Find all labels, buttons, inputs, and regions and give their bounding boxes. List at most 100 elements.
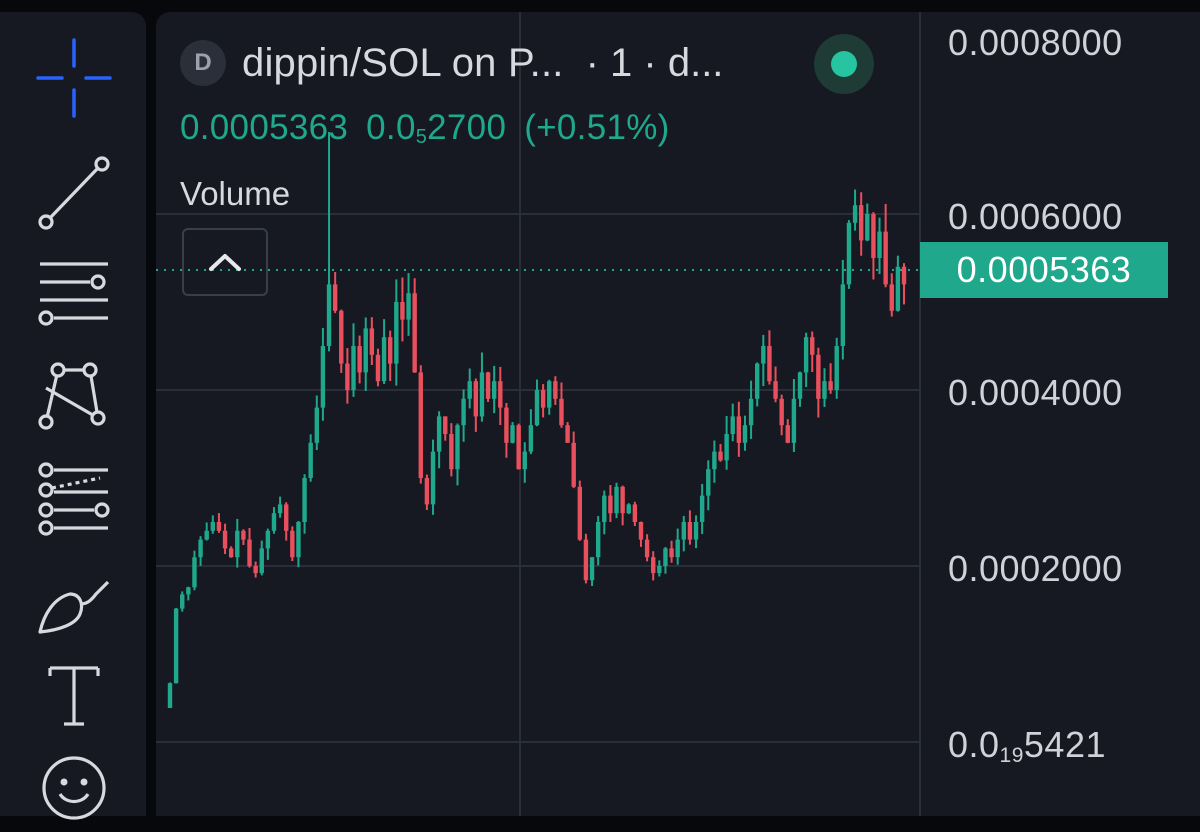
candle-body-68 [583, 539, 589, 581]
candle-body-105 [810, 337, 815, 355]
candle-body-108 [828, 381, 833, 390]
market-status-indicator[interactable] [814, 34, 874, 94]
candle-body-64 [559, 398, 564, 426]
axis-label-bottom: 0.0195421 [948, 724, 1106, 768]
candle-body-72 [608, 495, 613, 514]
candle-body-35 [381, 337, 387, 382]
candle-body-90 [718, 451, 723, 461]
candle-body-37 [394, 302, 399, 364]
candle-body-2 [180, 594, 185, 609]
candle-body-117 [883, 231, 888, 285]
volume-indicator-label[interactable]: Volume [180, 175, 291, 212]
candle-body-12 [241, 530, 246, 540]
candle-body-102 [791, 398, 797, 443]
candle-body-48 [461, 398, 466, 426]
candle-body-115 [871, 214, 876, 258]
candle-body-47 [455, 425, 460, 470]
candle-body-60 [534, 390, 540, 426]
trend-line-icon [38, 156, 110, 230]
candle-body-36 [388, 337, 393, 364]
pattern-tool-button[interactable] [22, 352, 126, 440]
candle-body-52 [485, 372, 491, 399]
candle-body-93 [736, 416, 742, 443]
candle-body-11 [235, 530, 240, 558]
candle-body-50 [473, 381, 479, 417]
candle-body-69 [589, 557, 595, 581]
candle-body-26 [326, 284, 332, 346]
candle-body-19 [284, 504, 289, 531]
price-chart[interactable] [156, 12, 1200, 816]
symbol-title[interactable]: dippin/SOL on P... [242, 40, 564, 85]
chevron-up-icon [209, 254, 241, 271]
candle-body-101 [785, 425, 790, 443]
fib-retracement-icon [38, 462, 110, 536]
symbol-row[interactable]: D dippin/SOL on P... · 1 · d... [180, 34, 874, 94]
trend-line-tool-button[interactable] [22, 148, 126, 236]
drawing-toolbar [0, 12, 146, 820]
candle-body-23 [308, 442, 313, 478]
candle-body-17 [271, 513, 277, 531]
candle-body-92 [730, 416, 735, 434]
price-change-row: 0.0005363 0.052700 (+0.51%) [180, 108, 723, 149]
change-digits: 2700 [427, 108, 507, 147]
candle-body-32 [363, 328, 368, 373]
candle-body-103 [797, 372, 803, 399]
candle-body-9 [222, 530, 228, 549]
candle-body-44 [436, 416, 442, 452]
symbol-interval[interactable]: · 1 · d... [585, 40, 724, 85]
candle-body-104 [803, 337, 809, 373]
axis-bottom-digits: 5421 [1023, 724, 1106, 765]
axis-bottom-prefix: 0.0 [948, 724, 1000, 765]
text-tool-button[interactable] [22, 652, 126, 740]
candle-body-75 [626, 504, 631, 514]
candle-body-96 [755, 363, 760, 399]
candle-body-91 [724, 434, 729, 461]
axis-label-0: 0.0008000 [948, 22, 1123, 63]
change-percent: (+0.51%) [524, 108, 670, 147]
candle-body-98 [767, 346, 772, 382]
candle-body-88 [706, 469, 711, 496]
candle-body-95 [748, 398, 754, 426]
horizontal-lines-tool-button[interactable] [22, 248, 126, 336]
candle-body-4 [192, 557, 197, 588]
candle-body-82 [669, 548, 674, 558]
candle-body-70 [595, 522, 601, 558]
candle-body-7 [210, 522, 216, 531]
brush-tool-button[interactable] [22, 558, 126, 646]
candle-body-97 [761, 346, 766, 364]
candle-body-38 [400, 302, 405, 320]
fib-retracement-tool-button[interactable] [22, 452, 126, 540]
candle-body-29 [345, 363, 350, 390]
axis-label-3: 0.0002000 [948, 548, 1123, 589]
brush-icon [38, 580, 110, 634]
candle-body-107 [822, 381, 827, 399]
candle-body-18 [277, 504, 283, 514]
candle-body-14 [253, 566, 258, 574]
horizontal-lines-icon [38, 262, 108, 326]
collapse-legend-button[interactable] [182, 228, 268, 296]
candle-body-55 [504, 407, 509, 443]
candle-body-53 [491, 381, 497, 399]
candle-body-25 [320, 346, 326, 408]
candle-body-71 [602, 495, 607, 522]
emoji-tool-button[interactable] [22, 744, 126, 832]
candle-body-10 [228, 548, 234, 558]
candle-body-41 [418, 372, 423, 478]
axis-bottom-zero-count: 19 [999, 744, 1024, 767]
candle-body-73 [614, 486, 619, 514]
candle-body-99 [773, 381, 778, 399]
crosshair-tool-button[interactable] [22, 34, 126, 122]
symbol-avatar: D [180, 40, 226, 86]
candle-body-58 [522, 451, 527, 470]
candle-body-83 [675, 539, 680, 558]
candle-body-65 [565, 425, 570, 443]
candle-body-42 [424, 478, 430, 505]
candle-body-61 [540, 390, 546, 408]
candle-body-100 [779, 398, 784, 426]
candle-body-84 [681, 522, 686, 540]
candle-body-67 [577, 486, 583, 540]
candle-body-86 [693, 522, 699, 540]
candle-body-87 [699, 495, 705, 522]
chart-panel[interactable]: D dippin/SOL on P... · 1 · d... 0.000536… [156, 12, 1200, 816]
